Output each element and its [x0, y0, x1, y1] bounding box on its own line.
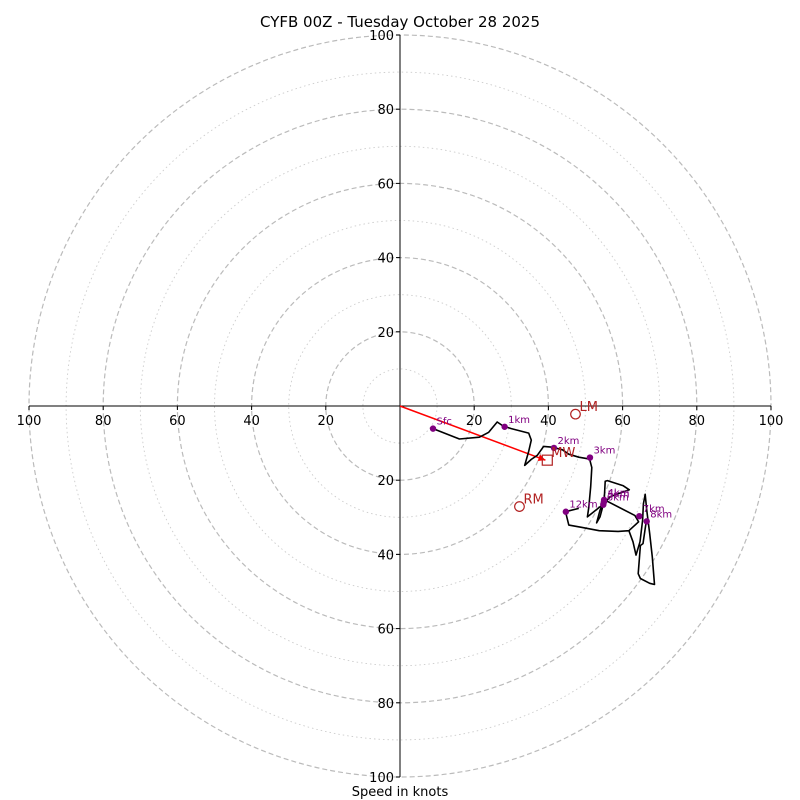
- height-marker-label: 2km: [557, 436, 579, 447]
- height-marker-label: 4km: [608, 488, 630, 499]
- chart-title: CYFB 00Z - Tuesday October 28 2025: [260, 13, 540, 31]
- storm-motion-marker: [514, 501, 525, 512]
- x-tick-label: 40: [243, 414, 260, 429]
- x-tick-label: 80: [689, 414, 706, 429]
- x-tick-label: 40: [540, 414, 557, 429]
- height-marker-label: 7km: [643, 504, 665, 515]
- hodograph-line: [432, 421, 640, 533]
- x-tick-label: 60: [169, 414, 186, 429]
- shear-vector-arrowhead: [537, 454, 546, 462]
- y-tick-label: 80: [377, 697, 394, 712]
- shear-vector-layer: [399, 405, 546, 462]
- y-tick-label: 40: [377, 548, 394, 563]
- height-marker-point: [550, 444, 558, 452]
- storm-motion-layer: LM MW RM: [514, 400, 598, 512]
- height-marker-label: 12km: [569, 500, 597, 511]
- y-tick-label: 60: [377, 177, 394, 192]
- x-tick-label: 60: [614, 414, 631, 429]
- storm-motion-label: RM: [523, 493, 543, 508]
- storm-motion-marker: [541, 454, 553, 466]
- y-tick-label: 80: [377, 103, 394, 118]
- x-axis-label: Speed in knots: [352, 785, 449, 800]
- y-tick-label: 40: [377, 252, 394, 267]
- height-marker-point: [636, 512, 643, 520]
- height-marker-label: 1km: [508, 415, 530, 426]
- y-tick-label: 60: [377, 623, 394, 638]
- y-tick-label: 20: [377, 474, 394, 489]
- height-marker-label: 5km: [608, 490, 630, 501]
- height-marker-point: [586, 454, 594, 461]
- storm-motion-marker: [570, 408, 581, 420]
- height-marker-point: [429, 425, 437, 432]
- x-tick-label: 20: [318, 414, 335, 429]
- x-tick-label: 20: [466, 414, 483, 429]
- x-tick-label: 80: [95, 414, 112, 429]
- height-marker-label: 6km: [607, 493, 629, 504]
- storm-motion-label: MW: [551, 446, 575, 461]
- storm-motion-label: LM: [579, 400, 597, 415]
- height-marker-label: Sfc: [437, 417, 452, 428]
- height-marker-point: [643, 518, 650, 525]
- height-marker-point: [600, 501, 607, 508]
- x-tick-label: 100: [17, 414, 42, 429]
- hodograph-line-upper: [628, 493, 656, 586]
- height-marker-point: [562, 508, 570, 515]
- y-tick-label: 100: [369, 771, 394, 786]
- height-marker-label: 3km: [593, 446, 615, 457]
- y-tick-label: 20: [377, 326, 394, 341]
- height-marker-point: [501, 423, 508, 430]
- height-marker-label: 8km: [650, 509, 672, 520]
- tick-labels: 100 80 60 40 20 20 40 60 80 100 100 80 60 40 20 20 40 60 8…: [17, 29, 784, 786]
- shear-vector-line: [399, 405, 546, 461]
- x-tick-label: 100: [759, 414, 784, 429]
- y-tick-label: 100: [369, 29, 394, 44]
- hodograph-trace-layer: [432, 421, 656, 586]
